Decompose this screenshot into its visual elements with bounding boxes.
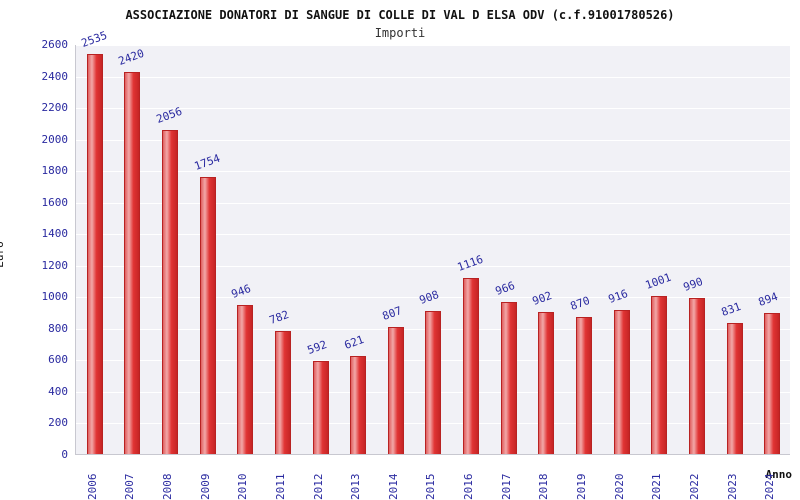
value-label: 990 — [681, 274, 705, 294]
value-label: 1001 — [643, 270, 673, 292]
value-label: 2420 — [116, 46, 146, 68]
y-tick-label: 1000 — [41, 290, 69, 304]
x-tick-label: 2015 — [424, 473, 437, 500]
x-tick-label: 2019 — [575, 473, 588, 500]
y-tick-label: 2000 — [41, 132, 69, 146]
value-label: 1116 — [455, 252, 485, 274]
bar — [388, 327, 404, 454]
x-tick-label: 2010 — [236, 473, 249, 500]
chart-subtitle: Importi — [374, 26, 426, 40]
bar — [313, 361, 329, 454]
value-label: 1754 — [192, 151, 222, 173]
x-tick-label: 2017 — [500, 473, 513, 500]
x-tick-label: 2021 — [650, 473, 663, 500]
y-tick-label: 200 — [48, 416, 68, 430]
value-label: 966 — [493, 278, 517, 298]
x-tick-label: 2013 — [349, 473, 362, 500]
y-tick-label: 600 — [48, 353, 68, 367]
x-tick-label: 2008 — [161, 473, 174, 500]
bar — [463, 278, 479, 454]
bar — [275, 331, 291, 454]
bar — [764, 313, 780, 454]
x-tick-label: 2022 — [688, 473, 701, 500]
bar — [576, 317, 592, 454]
x-tick-label: 2007 — [123, 473, 136, 500]
y-tick-label: 2200 — [41, 101, 69, 115]
bar — [425, 311, 441, 454]
y-tick-label: 2400 — [41, 69, 69, 83]
bar — [237, 305, 253, 454]
gridline — [76, 202, 790, 204]
y-tick-label: 1200 — [41, 258, 69, 272]
x-tick-label: 2014 — [387, 473, 400, 500]
value-label: 621 — [342, 332, 366, 352]
gridline — [76, 108, 790, 110]
bar — [614, 310, 630, 454]
value-label: 902 — [530, 288, 554, 308]
x-tick-label: 2011 — [274, 473, 287, 500]
bar — [727, 323, 743, 454]
x-tick-label: 2016 — [462, 473, 475, 500]
bar — [200, 177, 216, 454]
y-tick-label: 1400 — [41, 227, 69, 241]
x-tick-label: 2012 — [312, 473, 325, 500]
x-axis-label: Anno — [765, 468, 793, 481]
x-tick-label: 2018 — [537, 473, 550, 500]
x-tick-label: 2020 — [613, 473, 626, 500]
value-label: 831 — [719, 299, 743, 319]
gridline — [76, 234, 790, 236]
plot-area: 2535 2420 2056 1754 946 782 592 621 807 908 1116 96… — [75, 29, 790, 455]
y-tick-label: 800 — [48, 321, 68, 335]
value-label: 807 — [380, 303, 404, 323]
y-tick-label: 0 — [61, 448, 68, 461]
value-label: 894 — [756, 289, 780, 309]
gridline — [76, 139, 790, 141]
bar — [162, 130, 178, 454]
bar — [124, 72, 140, 454]
y-tick-label: 1800 — [41, 164, 69, 178]
gridline — [76, 45, 790, 46]
y-tick-label: 400 — [48, 384, 68, 398]
bar — [689, 298, 705, 454]
x-tick-label: 2009 — [199, 473, 212, 500]
chart-title: ASSOCIAZIONE DONATORI DI SANGUE DI COLLE… — [125, 8, 675, 22]
gridline — [76, 265, 790, 267]
value-label: 592 — [305, 337, 329, 357]
y-tick-label: 2600 — [41, 38, 69, 51]
gridline — [76, 171, 790, 173]
value-label: 908 — [417, 287, 441, 307]
bar — [651, 296, 667, 454]
y-tick-label: 1600 — [41, 195, 69, 209]
x-tick-label: 2006 — [86, 473, 99, 500]
x-tick-label: 2024 — [763, 473, 776, 500]
value-label: 782 — [267, 307, 291, 327]
gridline — [76, 76, 790, 78]
bar — [501, 302, 517, 454]
bar — [350, 356, 366, 454]
value-label: 916 — [606, 286, 630, 306]
bar — [87, 54, 103, 454]
x-tick-label: 2023 — [726, 473, 739, 500]
gridline — [76, 297, 790, 299]
bar — [538, 312, 554, 454]
